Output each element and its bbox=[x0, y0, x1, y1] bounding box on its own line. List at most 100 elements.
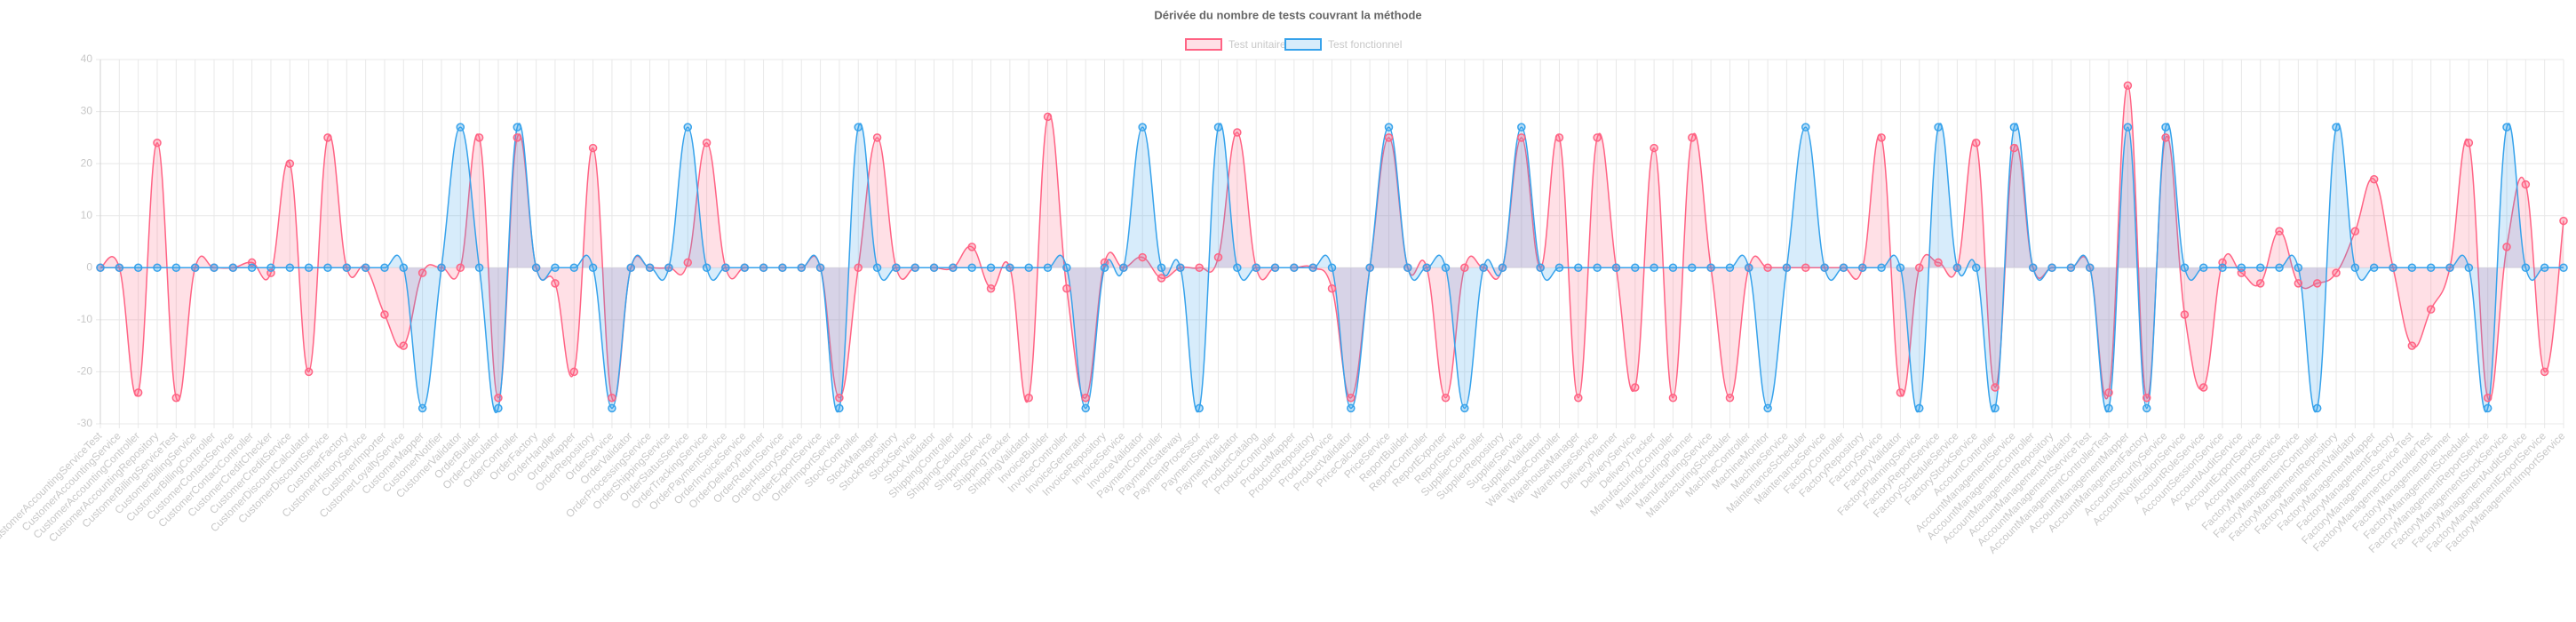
point bbox=[1574, 263, 1583, 273]
point bbox=[2066, 263, 2076, 273]
legend-swatch bbox=[1284, 38, 1322, 51]
point bbox=[2540, 263, 2549, 273]
point bbox=[1006, 263, 1014, 273]
point bbox=[2464, 263, 2474, 273]
point bbox=[2142, 403, 2151, 413]
point bbox=[1915, 403, 1924, 413]
point bbox=[2009, 123, 2019, 132]
point bbox=[2350, 227, 2360, 236]
point bbox=[1119, 263, 1128, 273]
point bbox=[2521, 179, 2531, 189]
point bbox=[2085, 263, 2095, 273]
point bbox=[1536, 263, 1545, 273]
point bbox=[513, 133, 522, 142]
point bbox=[2369, 174, 2379, 184]
point bbox=[797, 263, 806, 273]
point bbox=[1650, 143, 1658, 153]
y-tick-label: 30 bbox=[81, 105, 93, 117]
legend-label: Test unitaire bbox=[1228, 38, 1286, 51]
point bbox=[1479, 263, 1488, 273]
point bbox=[1195, 263, 1204, 273]
point bbox=[1725, 263, 1735, 273]
point bbox=[2275, 263, 2284, 273]
point bbox=[2389, 263, 2397, 273]
point bbox=[1460, 263, 1469, 273]
point bbox=[1801, 263, 1810, 273]
point bbox=[1422, 263, 1431, 273]
point bbox=[1441, 393, 1451, 403]
point bbox=[2426, 263, 2436, 273]
point bbox=[1176, 263, 1185, 273]
point bbox=[1384, 123, 1394, 132]
point bbox=[986, 263, 996, 273]
point bbox=[1593, 263, 1602, 273]
point bbox=[986, 283, 996, 293]
point bbox=[1763, 263, 1772, 273]
point bbox=[1801, 123, 1810, 132]
point bbox=[1347, 393, 1356, 403]
point bbox=[380, 310, 389, 319]
point bbox=[1820, 263, 1829, 273]
point bbox=[190, 263, 200, 273]
y-tick-label: 40 bbox=[81, 52, 93, 65]
point bbox=[551, 279, 560, 288]
point bbox=[588, 143, 598, 153]
point bbox=[1347, 403, 1356, 413]
point bbox=[2502, 243, 2511, 251]
point bbox=[740, 263, 749, 273]
point bbox=[910, 263, 919, 273]
point bbox=[417, 268, 427, 277]
point bbox=[1024, 263, 1033, 273]
point bbox=[1517, 133, 1526, 142]
point bbox=[2142, 393, 2151, 403]
point bbox=[437, 263, 446, 273]
point bbox=[494, 403, 503, 413]
point bbox=[854, 123, 863, 132]
point bbox=[1971, 263, 1981, 273]
point bbox=[1517, 123, 1526, 132]
point bbox=[2275, 227, 2284, 236]
point bbox=[2237, 263, 2246, 273]
point bbox=[1631, 383, 1640, 392]
point bbox=[551, 263, 560, 273]
point bbox=[2123, 81, 2133, 91]
point bbox=[608, 403, 616, 413]
point bbox=[494, 393, 503, 403]
point bbox=[1991, 383, 2000, 392]
point bbox=[1498, 263, 1507, 273]
point bbox=[1157, 263, 1166, 273]
point bbox=[2332, 268, 2341, 277]
point bbox=[835, 393, 844, 403]
area bbox=[100, 85, 2564, 403]
point bbox=[683, 123, 693, 132]
point bbox=[2502, 123, 2511, 132]
point bbox=[1100, 263, 1109, 273]
point bbox=[1877, 133, 1886, 142]
point bbox=[1877, 263, 1886, 273]
point bbox=[1384, 133, 1394, 142]
point bbox=[1213, 123, 1223, 132]
point bbox=[1725, 393, 1735, 403]
point bbox=[1043, 112, 1053, 122]
point bbox=[1233, 263, 1242, 273]
point bbox=[1574, 393, 1583, 403]
point bbox=[1195, 403, 1204, 413]
point bbox=[1554, 263, 1564, 273]
point bbox=[2255, 263, 2265, 273]
point bbox=[664, 263, 673, 273]
point bbox=[342, 263, 352, 273]
point bbox=[1270, 263, 1280, 273]
point bbox=[513, 123, 522, 132]
point bbox=[2161, 133, 2170, 142]
point bbox=[1441, 263, 1451, 273]
point bbox=[1062, 283, 1071, 293]
y-tick-label: 10 bbox=[81, 209, 93, 221]
point bbox=[228, 263, 238, 273]
point bbox=[778, 263, 787, 273]
point bbox=[1896, 388, 1905, 397]
point bbox=[1896, 263, 1905, 273]
point bbox=[2180, 310, 2190, 319]
point bbox=[2047, 263, 2056, 273]
point bbox=[702, 263, 712, 273]
